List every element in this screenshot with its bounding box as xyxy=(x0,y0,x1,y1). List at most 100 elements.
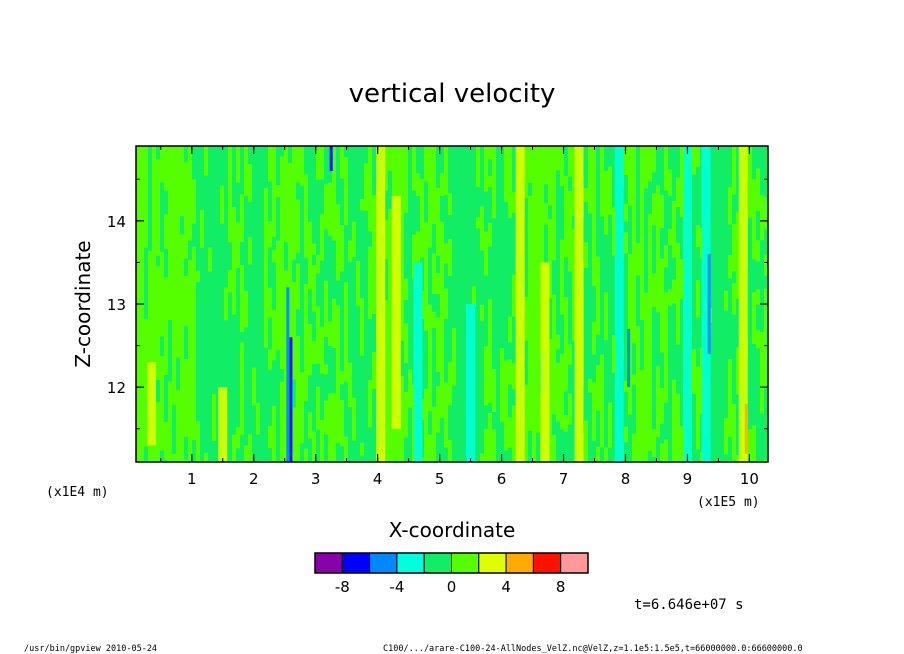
heatmap-cell xyxy=(480,370,485,421)
heatmap-cell xyxy=(664,402,669,440)
heatmap-cell xyxy=(692,393,697,413)
heatmap-cell xyxy=(632,374,637,386)
heatmap-cell xyxy=(640,320,645,371)
heatmap-cell xyxy=(344,309,349,325)
heatmap-cell xyxy=(668,245,673,290)
heatmap-cell xyxy=(184,162,189,183)
heatmap-cell xyxy=(436,146,441,189)
heatmap-cell xyxy=(712,178,717,196)
heatmap-cell xyxy=(540,220,545,234)
heatmap-cell xyxy=(252,261,257,276)
heatmap-cell xyxy=(412,146,417,173)
heatmap-cell xyxy=(596,334,601,366)
heatmap-cell xyxy=(500,146,505,161)
heatmap-cell xyxy=(232,356,237,390)
x-tick-label: 7 xyxy=(559,470,569,488)
heatmap-cell xyxy=(300,257,305,293)
heatmap-cell xyxy=(160,146,165,183)
heatmap-cell xyxy=(280,291,285,309)
heatmap-cell xyxy=(420,146,425,180)
heatmap-cell xyxy=(188,323,193,373)
heatmap-cell xyxy=(592,229,597,245)
heatmap-cell xyxy=(532,295,537,337)
heatmap-cell xyxy=(488,413,493,441)
heatmap-cell xyxy=(536,286,541,322)
heatmap-cell xyxy=(564,329,569,349)
heatmap-cell xyxy=(508,396,513,418)
heatmap-cell xyxy=(604,190,609,236)
heatmap-cell xyxy=(308,362,313,376)
heatmap-cell xyxy=(692,451,697,462)
heatmap-cell xyxy=(352,359,357,399)
heatmap-cell xyxy=(608,229,613,250)
heatmap-cell xyxy=(404,251,409,262)
heatmap-cell xyxy=(224,320,229,352)
heatmap-cell xyxy=(764,166,768,198)
heatmap-cell xyxy=(692,349,697,395)
heatmap-cell xyxy=(320,260,325,280)
x-tick-label: 5 xyxy=(435,470,445,488)
heatmap-cell xyxy=(596,423,601,448)
heatmap-cell xyxy=(264,234,269,280)
colorbar-tick-label: 0 xyxy=(447,578,457,596)
heatmap-cell xyxy=(144,247,149,287)
heatmap-cell xyxy=(192,223,197,248)
heatmap-cell xyxy=(712,368,717,393)
heatmap-cell xyxy=(328,273,333,303)
heatmap-cell xyxy=(592,184,597,231)
heatmap-cell xyxy=(304,340,309,389)
colorbar-segment xyxy=(423,552,453,574)
heatmap-cell xyxy=(724,263,729,292)
heatmap-cell xyxy=(752,211,757,260)
heatmap-cell xyxy=(136,271,141,311)
heatmap-cell xyxy=(748,354,753,403)
heatmap-cell xyxy=(640,199,645,219)
heatmap-cell xyxy=(288,191,293,240)
heatmap-cell xyxy=(628,160,633,206)
heatmap-cell xyxy=(332,393,337,428)
heatmap-cell xyxy=(572,292,577,342)
heatmap-cell xyxy=(484,405,489,430)
heatmap-cell xyxy=(436,332,441,373)
heatmap-cell xyxy=(460,312,465,339)
heatmap-cell xyxy=(492,249,497,292)
heatmap-cell xyxy=(188,146,193,188)
heatmap-cell xyxy=(592,382,597,430)
heatmap-cell xyxy=(460,420,465,457)
heatmap-cell xyxy=(324,266,329,282)
heatmap-cell xyxy=(484,146,489,192)
heatmap-cell xyxy=(184,358,189,402)
heatmap-cell xyxy=(284,416,289,443)
heatmap-cell xyxy=(408,277,413,315)
heatmap-cell xyxy=(184,296,189,327)
heatmap-cell xyxy=(136,309,141,350)
heatmap-cell xyxy=(280,403,285,434)
heatmap-cell xyxy=(652,273,657,308)
velocity-streak xyxy=(707,254,711,354)
heatmap-cell xyxy=(404,363,409,393)
heatmap-cell xyxy=(328,321,333,347)
heatmap-cell xyxy=(696,246,701,281)
heatmap-cell xyxy=(204,224,209,236)
heatmap-cell xyxy=(388,301,393,333)
heatmap-cell xyxy=(416,211,421,232)
heatmap-cell xyxy=(140,160,145,201)
heatmap-cell xyxy=(180,185,185,217)
heatmap-cell xyxy=(588,378,593,393)
heatmap-cell xyxy=(364,163,369,212)
heatmap-cell xyxy=(412,171,417,192)
heatmap-cell xyxy=(680,379,685,399)
heatmap-cell xyxy=(636,146,641,196)
heatmap-cell xyxy=(504,450,509,462)
heatmap-cell xyxy=(612,383,617,433)
heatmap-cell xyxy=(184,436,189,461)
heatmap-cell xyxy=(764,341,768,387)
heatmap-cell xyxy=(648,417,653,452)
heatmap-cell xyxy=(200,369,205,392)
heatmap-cell xyxy=(524,364,529,386)
heatmap-cell xyxy=(604,278,609,293)
heatmap-cell xyxy=(624,253,629,286)
heatmap-cell xyxy=(188,240,193,261)
velocity-streak xyxy=(515,146,525,462)
